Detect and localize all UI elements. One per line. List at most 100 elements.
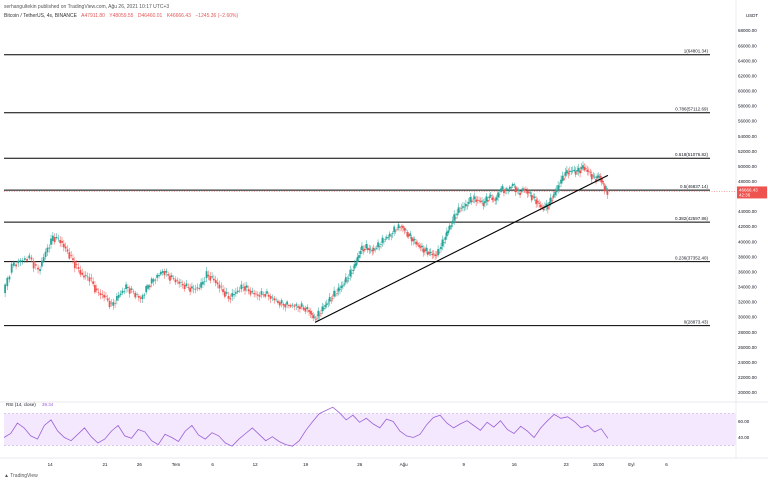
candle-body[interactable] <box>247 289 250 292</box>
candle-body[interactable] <box>216 282 219 285</box>
candle-body[interactable] <box>478 200 480 201</box>
candle-body[interactable] <box>597 175 600 178</box>
candle-body[interactable] <box>419 246 422 248</box>
candle-body[interactable] <box>260 290 263 295</box>
candle-body[interactable] <box>136 294 138 295</box>
candle-body[interactable] <box>99 293 102 296</box>
candle-body[interactable] <box>245 285 248 288</box>
candle-body[interactable] <box>112 302 115 306</box>
candle-body[interactable] <box>309 311 312 314</box>
candle-body[interactable] <box>180 282 182 283</box>
candle-body[interactable] <box>563 178 565 180</box>
candle-body[interactable] <box>475 199 478 202</box>
candle-body[interactable] <box>592 175 595 177</box>
candle-body[interactable] <box>325 303 328 306</box>
candle-body[interactable] <box>355 262 357 266</box>
candle-body[interactable] <box>70 255 73 256</box>
candle-body[interactable] <box>125 284 127 289</box>
candle-body[interactable] <box>42 257 45 262</box>
candle-body[interactable] <box>497 192 499 198</box>
candle-body[interactable] <box>426 251 429 255</box>
candle-body[interactable] <box>39 269 41 272</box>
candle-body[interactable] <box>416 243 419 245</box>
candle-body[interactable] <box>139 297 142 299</box>
candle-body[interactable] <box>330 299 333 301</box>
candle-body[interactable] <box>380 244 382 246</box>
candle-body[interactable] <box>121 290 124 294</box>
candle-body[interactable] <box>191 286 193 289</box>
candle-body[interactable] <box>593 176 596 178</box>
candle-body[interactable] <box>482 202 485 207</box>
candle-body[interactable] <box>346 280 349 282</box>
candle-body[interactable] <box>596 176 599 179</box>
candle-body[interactable] <box>368 248 371 251</box>
candle-body[interactable] <box>443 242 445 244</box>
candle-body[interactable] <box>295 304 298 306</box>
candle-body[interactable] <box>590 174 593 180</box>
candle-body[interactable] <box>130 288 133 290</box>
candle-body[interactable] <box>132 291 135 293</box>
candle-body[interactable] <box>418 244 420 247</box>
candle-body[interactable] <box>489 194 492 197</box>
candle-body[interactable] <box>222 289 224 293</box>
candle-body[interactable] <box>119 293 122 296</box>
candle-body[interactable] <box>567 172 570 175</box>
candle-body[interactable] <box>134 292 137 298</box>
candle-body[interactable] <box>64 246 67 249</box>
candle-body[interactable] <box>92 281 95 284</box>
candle-body[interactable] <box>519 192 521 195</box>
candle-body[interactable] <box>444 236 447 240</box>
candle-body[interactable] <box>61 240 63 243</box>
candle-body[interactable] <box>598 176 601 178</box>
candle-body[interactable] <box>26 259 28 261</box>
candle-body[interactable] <box>293 305 296 307</box>
candle-body[interactable] <box>393 226 396 233</box>
candle-body[interactable] <box>163 271 166 276</box>
candle-body[interactable] <box>19 260 22 262</box>
candle-body[interactable] <box>507 190 510 191</box>
candle-body[interactable] <box>196 287 199 289</box>
candle-body[interactable] <box>223 291 226 297</box>
candle-body[interactable] <box>116 296 118 301</box>
candle-body[interactable] <box>156 274 159 278</box>
candle-body[interactable] <box>28 255 31 259</box>
candle-body[interactable] <box>407 234 410 237</box>
candle-body[interactable] <box>95 288 98 291</box>
candle-body[interactable] <box>403 227 406 231</box>
candle-body[interactable] <box>422 248 425 253</box>
candle-body[interactable] <box>384 239 387 240</box>
candle-body[interactable] <box>231 293 234 297</box>
candle-body[interactable] <box>75 264 78 266</box>
candle-body[interactable] <box>366 247 369 251</box>
candle-body[interactable] <box>606 190 609 195</box>
candle-body[interactable] <box>161 271 164 273</box>
candle-body[interactable] <box>343 283 346 285</box>
rsi-line[interactable] <box>3 406 609 447</box>
candle-body[interactable] <box>432 253 435 255</box>
candle-body[interactable] <box>566 170 568 174</box>
candle-body[interactable] <box>299 306 301 309</box>
candle-body[interactable] <box>362 249 365 252</box>
candle-body[interactable] <box>412 238 415 242</box>
candle-body[interactable] <box>66 249 69 252</box>
candle-body[interactable] <box>37 267 39 270</box>
candle-body[interactable] <box>62 243 65 248</box>
candle-body[interactable] <box>350 272 353 274</box>
candle-body[interactable] <box>470 200 473 203</box>
candle-body[interactable] <box>390 235 393 237</box>
candle-body[interactable] <box>549 197 552 203</box>
candle-body[interactable] <box>302 307 305 310</box>
candle-body[interactable] <box>454 217 457 219</box>
candle-body[interactable] <box>402 225 404 228</box>
candle-body[interactable] <box>159 271 162 275</box>
candle-body[interactable] <box>381 237 384 243</box>
candle-body[interactable] <box>435 254 438 256</box>
candle-body[interactable] <box>558 186 561 188</box>
candle-body[interactable] <box>394 230 397 232</box>
candle-body[interactable] <box>583 167 586 171</box>
candle-body[interactable] <box>322 307 325 310</box>
candle-body[interactable] <box>207 274 210 277</box>
candle-body[interactable] <box>517 189 520 191</box>
candle-body[interactable] <box>334 294 337 296</box>
